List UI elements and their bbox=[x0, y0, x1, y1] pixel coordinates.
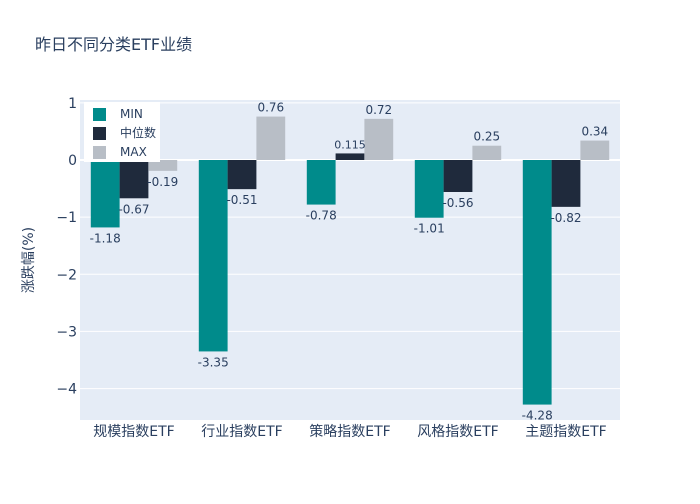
bar bbox=[198, 160, 228, 352]
bar bbox=[256, 116, 286, 160]
bar bbox=[227, 160, 257, 190]
data-label: 0.72 bbox=[365, 103, 392, 117]
y-tick-label: −1 bbox=[56, 210, 77, 226]
legend-swatch bbox=[93, 108, 106, 121]
y-tick-label: −3 bbox=[56, 324, 77, 340]
legend-item[interactable]: 中位数 bbox=[93, 125, 156, 140]
data-label: -0.19 bbox=[147, 175, 178, 189]
data-label: -0.82 bbox=[550, 211, 581, 225]
data-label: -0.56 bbox=[442, 196, 473, 210]
bar bbox=[306, 160, 336, 205]
y-tick-labels: 1 0 −1 −2 −3 −4 bbox=[56, 96, 77, 398]
data-label: 0.25 bbox=[473, 130, 500, 144]
data-label: -4.28 bbox=[522, 409, 553, 423]
x-tick-label: 行业指数ETF bbox=[201, 424, 282, 440]
bar bbox=[414, 160, 444, 218]
y-tick-label: 0 bbox=[68, 153, 77, 169]
data-label: -0.51 bbox=[226, 193, 257, 207]
x-tick-label: 风格指数ETF bbox=[417, 424, 498, 440]
bar bbox=[580, 140, 610, 160]
y-tick-label: 1 bbox=[68, 96, 77, 112]
data-label: 0.115 bbox=[334, 138, 366, 151]
data-label: -0.67 bbox=[118, 202, 149, 216]
bar bbox=[119, 160, 149, 199]
legend-label: MIN bbox=[120, 107, 143, 121]
legend-item[interactable]: MIN bbox=[93, 107, 143, 121]
y-tick-label: −4 bbox=[56, 382, 77, 398]
legend-label: 中位数 bbox=[120, 125, 156, 140]
bar bbox=[443, 160, 473, 192]
legend-label: MAX bbox=[120, 145, 147, 159]
data-label: 0.76 bbox=[257, 101, 284, 115]
y-tick-label: −2 bbox=[56, 267, 77, 283]
x-tick-label: 主题指数ETF bbox=[525, 424, 606, 440]
data-label: 0.34 bbox=[581, 125, 608, 139]
data-label: -3.35 bbox=[198, 355, 229, 369]
legend-swatch bbox=[93, 146, 106, 159]
data-label: -1.18 bbox=[90, 231, 121, 245]
bar bbox=[90, 160, 120, 228]
chart-title: 昨日不同分类ETF业绩 bbox=[35, 35, 192, 54]
legend-item[interactable]: MAX bbox=[93, 145, 147, 159]
data-labels: -1.18 -3.35 -0.78 -1.01 -4.28 -0.67 -0.51 0.115… bbox=[90, 101, 608, 423]
bars bbox=[90, 116, 610, 405]
bar bbox=[522, 160, 552, 405]
x-tick-label: 策略指数ETF bbox=[309, 423, 390, 440]
bar bbox=[335, 153, 365, 160]
y-axis-title: 涨跌幅(%) bbox=[21, 227, 37, 293]
legend[interactable]: MIN 中位数 MAX bbox=[84, 102, 160, 162]
bar bbox=[472, 145, 502, 160]
bar bbox=[551, 160, 581, 207]
bar bbox=[364, 118, 394, 160]
bar bbox=[148, 160, 178, 171]
x-tick-label: 规模指数ETF bbox=[93, 424, 174, 440]
data-label: -0.78 bbox=[306, 209, 337, 223]
legend-swatch bbox=[93, 127, 106, 140]
x-tick-labels: 规模指数ETF 行业指数ETF 策略指数ETF 风格指数ETF 主题指数ETF bbox=[93, 423, 606, 440]
data-label: -1.01 bbox=[414, 222, 445, 236]
